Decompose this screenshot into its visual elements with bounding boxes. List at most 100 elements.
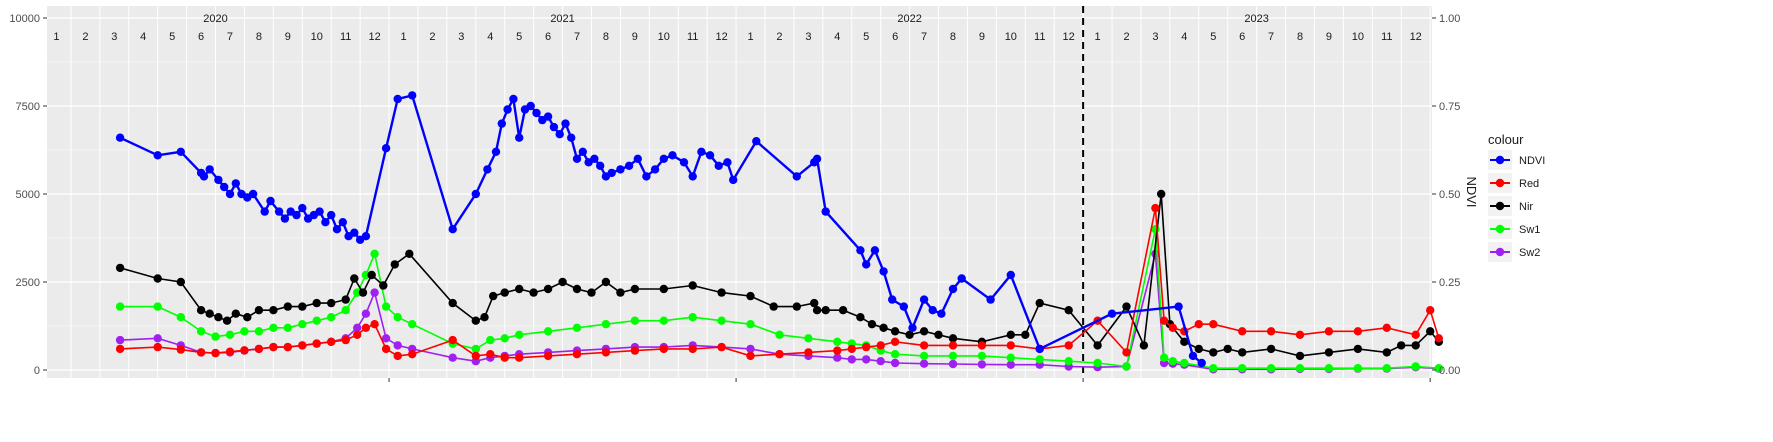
data-point-ndvi bbox=[908, 323, 917, 332]
data-point-sw1 bbox=[1353, 364, 1363, 373]
data-point-ndvi bbox=[515, 133, 524, 142]
data-point-ndvi bbox=[274, 207, 284, 216]
data-point-nir bbox=[448, 298, 457, 308]
data-point-nir bbox=[1324, 348, 1334, 357]
month-label: 4 bbox=[834, 31, 840, 43]
data-point-nir bbox=[616, 288, 625, 297]
data-point-sw1 bbox=[919, 351, 929, 361]
data-point-ndvi bbox=[937, 309, 946, 318]
data-point-sw2 bbox=[1006, 360, 1015, 369]
data-point-ndvi bbox=[176, 147, 185, 156]
data-point-nir bbox=[283, 302, 292, 311]
legend-key-point bbox=[1495, 201, 1505, 211]
month-label: 12 bbox=[1410, 31, 1422, 43]
data-point-sw2 bbox=[353, 323, 362, 332]
month-label: 11 bbox=[687, 31, 698, 43]
data-point-ndvi bbox=[870, 246, 880, 255]
data-point-sw1 bbox=[572, 323, 582, 332]
month-label: 4 bbox=[140, 31, 146, 43]
data-point-sw1 bbox=[327, 313, 336, 322]
left-axis-tick-label: 2500 bbox=[16, 277, 40, 289]
data-point-nir bbox=[529, 288, 538, 297]
month-label: 11 bbox=[1034, 31, 1045, 43]
legend-label-nir: Nir bbox=[1519, 201, 1533, 213]
month-label: 8 bbox=[1297, 31, 1303, 43]
month-label: 1 bbox=[53, 31, 59, 43]
data-point-nir bbox=[1021, 330, 1030, 339]
data-point-nir bbox=[1194, 344, 1204, 354]
data-point-nir bbox=[350, 274, 359, 283]
data-point-ndvi bbox=[280, 214, 290, 223]
data-point-sw1 bbox=[543, 327, 553, 336]
data-point-sw2 bbox=[370, 288, 379, 297]
data-point-ndvi bbox=[948, 284, 958, 294]
data-point-ndvi bbox=[214, 175, 223, 185]
data-point-red bbox=[659, 344, 668, 354]
month-label: 7 bbox=[1268, 31, 1274, 43]
data-point-ndvi bbox=[986, 295, 995, 304]
data-point-nir bbox=[543, 284, 553, 294]
legend-label-red: Red bbox=[1519, 178, 1539, 190]
data-point-nir bbox=[269, 306, 278, 315]
month-label: 3 bbox=[458, 31, 464, 43]
data-point-ndvi bbox=[509, 94, 518, 104]
data-point-sw1 bbox=[630, 316, 640, 325]
left-axis-tick-label: 10000 bbox=[9, 13, 40, 25]
data-point-red bbox=[1382, 323, 1392, 332]
data-point-red bbox=[341, 335, 350, 345]
data-point-nir bbox=[1397, 341, 1406, 350]
data-point-ndvi bbox=[543, 112, 553, 121]
data-point-sw1 bbox=[515, 330, 524, 339]
data-point-sw1 bbox=[1159, 353, 1169, 362]
data-point-nir bbox=[298, 302, 307, 311]
data-point-red bbox=[1353, 327, 1363, 336]
data-point-red bbox=[298, 341, 307, 350]
data-point-ndvi bbox=[298, 203, 307, 213]
data-point-sw2 bbox=[381, 334, 391, 343]
data-point-sw2 bbox=[862, 355, 871, 364]
data-point-sw1 bbox=[471, 344, 480, 354]
data-point-nir bbox=[769, 302, 778, 311]
legend: colour NDVI Red Nir Sw1 Sw2 bbox=[1488, 132, 1545, 262]
data-point-red bbox=[1238, 327, 1247, 336]
month-label: 10 bbox=[1352, 31, 1364, 43]
data-point-ndvi bbox=[856, 246, 865, 255]
data-point-nir bbox=[572, 284, 582, 294]
data-point-nir bbox=[905, 330, 914, 339]
data-point-nir bbox=[480, 313, 489, 322]
data-point-nir bbox=[390, 260, 399, 269]
month-label: 6 bbox=[545, 31, 551, 43]
data-point-sw1 bbox=[312, 316, 321, 325]
data-point-nir bbox=[1006, 330, 1015, 339]
data-point-sw2 bbox=[833, 353, 842, 362]
data-point-red bbox=[1122, 348, 1131, 357]
data-point-nir bbox=[312, 298, 321, 308]
data-point-ndvi bbox=[350, 228, 359, 237]
data-point-red bbox=[847, 344, 856, 354]
data-point-sw1 bbox=[775, 330, 784, 339]
data-point-red bbox=[393, 351, 402, 361]
right-axis-title: NDVI bbox=[1464, 176, 1479, 207]
month-label: 8 bbox=[950, 31, 956, 43]
data-point-sw1 bbox=[1411, 362, 1420, 371]
data-point-sw1 bbox=[948, 351, 958, 361]
data-point-nir bbox=[515, 284, 524, 294]
data-point-nir bbox=[1382, 348, 1392, 357]
data-point-nir bbox=[867, 320, 877, 329]
month-label: 8 bbox=[256, 31, 262, 43]
data-point-sw2 bbox=[919, 359, 929, 368]
data-point-nir bbox=[405, 249, 414, 258]
data-point-ndvi bbox=[752, 137, 761, 146]
data-point-ndvi bbox=[723, 158, 732, 167]
month-label: 1 bbox=[747, 31, 753, 43]
data-point-ndvi bbox=[153, 151, 162, 160]
data-point-sw1 bbox=[717, 316, 726, 325]
data-point-red bbox=[1266, 327, 1276, 336]
data-point-ndvi bbox=[220, 182, 229, 192]
month-label: 10 bbox=[311, 31, 323, 43]
data-point-nir bbox=[717, 288, 726, 297]
data-point-nir bbox=[243, 313, 252, 322]
data-point-ndvi bbox=[471, 189, 480, 199]
data-point-ndvi bbox=[624, 161, 634, 170]
data-point-sw1 bbox=[196, 327, 206, 336]
